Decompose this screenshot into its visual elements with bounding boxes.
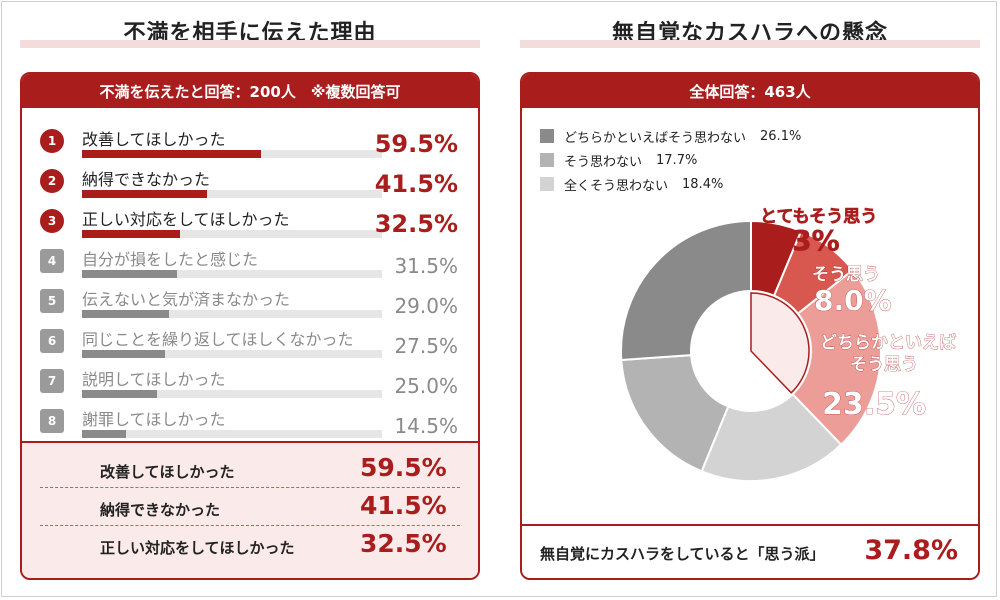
legend-value: 18.4% xyxy=(682,176,724,192)
bar-label: 説明してほしかった xyxy=(82,370,226,389)
summary-label: 納得できなかった xyxy=(100,501,221,519)
bar-track xyxy=(82,430,382,438)
legend-item: どちらかといえばそう思わない 26.1% xyxy=(540,126,801,146)
bar-track xyxy=(82,270,382,278)
donut-slice xyxy=(620,354,730,473)
slice-label: そう思う xyxy=(812,265,880,285)
summary-value: 59.5% xyxy=(360,453,447,482)
highlight-group-sector xyxy=(750,292,810,394)
bar-track xyxy=(82,350,382,358)
bar-fill xyxy=(82,310,169,318)
bar-fill xyxy=(82,430,126,438)
bar-label: 同じことを繰り返してほしくなかった xyxy=(82,330,354,349)
bar-track xyxy=(82,190,382,198)
summary-label: 改善してほしかった xyxy=(100,463,235,481)
legend-item: そう思わない 17.7% xyxy=(540,150,697,170)
donut-slice xyxy=(791,268,882,447)
legend-item: 全くそう思わない 18.4% xyxy=(540,174,723,194)
rank-badge: 3 xyxy=(40,209,64,233)
legend-label: そう思わない xyxy=(564,154,643,170)
slice-label: とてもそう思う xyxy=(760,207,877,227)
bar-label: 改善してほしかった xyxy=(82,130,226,149)
summary-row: 正しい対応をしてほしかった 32.5% xyxy=(40,527,460,563)
left-title-underline xyxy=(20,40,480,48)
rank-badge: 1 xyxy=(40,129,64,153)
rank-badge: 5 xyxy=(40,289,64,313)
bar-row: 6 同じことを繰り返してほしくなかった 27.5% xyxy=(22,324,478,364)
bar-track xyxy=(82,390,382,398)
slice-label: そう思う xyxy=(850,355,918,375)
rank-badge: 2 xyxy=(40,169,64,193)
reasons-header: 不満を伝えたと回答：200人 ※複数回答可 xyxy=(22,74,478,108)
bar-label: 正しい対応をしてほしかった xyxy=(82,210,290,229)
awareness-header: 全体回答：463人 xyxy=(522,74,978,108)
bar-label: 納得できなかった xyxy=(82,170,211,189)
reasons-summary: 改善してほしかった 59.5% 納得できなかった 41.5% 正しい対応をしてほ… xyxy=(22,441,478,578)
slice-label: どちらかといえば xyxy=(820,333,956,353)
right-title-underline xyxy=(520,40,980,48)
legend-swatch xyxy=(540,153,554,167)
summary-label: 無自覚にカスハラをしていると「思う派」 xyxy=(540,545,825,563)
donut-slice xyxy=(620,219,752,362)
bar-track xyxy=(82,230,382,238)
bar-label: 自分が損をしたと感じた xyxy=(82,250,259,269)
legend-swatch xyxy=(540,129,554,143)
rank-badge: 7 xyxy=(40,369,64,393)
bar-fill xyxy=(82,230,180,238)
awareness-summary: 無自覚にカスハラをしていると「思う派」 37.8% xyxy=(522,524,978,578)
bar-value-label: 25.0% xyxy=(394,374,458,398)
bar-row: 4 自分が損をしたと感じた 31.5% xyxy=(22,244,478,284)
legend-label: どちらかといえばそう思わない xyxy=(564,130,747,146)
slice-value-label: 8.0% xyxy=(814,284,892,317)
legend-value: 17.7% xyxy=(656,152,698,168)
summary-value: 37.8% xyxy=(864,535,958,566)
summary-label: 正しい対応をしてほしかった xyxy=(100,539,295,557)
bar-label: 謝罪してほしかった xyxy=(82,410,226,429)
slice-value-label: 23.5% xyxy=(822,387,926,422)
rank-badge: 8 xyxy=(40,409,64,433)
bar-fill xyxy=(82,390,157,398)
summary-row: 納得できなかった 41.5% xyxy=(40,489,460,526)
bar-row: 2 納得できなかった 41.5% xyxy=(22,164,478,204)
legend-swatch xyxy=(540,177,554,191)
summary-value: 32.5% xyxy=(360,529,447,558)
bar-fill xyxy=(82,350,165,358)
bar-row: 7 説明してほしかった 25.0% xyxy=(22,364,478,404)
bar-fill xyxy=(82,270,177,278)
bar-value-label: 31.5% xyxy=(394,254,458,278)
bar-fill xyxy=(82,190,207,198)
reasons-card: 不満を伝えたと回答：200人 ※複数回答可 1 改善してほしかった 59.5% 2 納得… xyxy=(20,72,480,580)
rank-badge: 6 xyxy=(40,329,64,353)
legend-label: 全くそう思わない xyxy=(564,178,669,194)
bar-value-label: 29.0% xyxy=(394,294,458,318)
bar-fill xyxy=(82,150,261,158)
bar-value-label: 41.5% xyxy=(374,170,458,198)
bar-row: 5 伝えないと気が済まなかった 29.0% xyxy=(22,284,478,324)
bar-value-label: 59.5% xyxy=(374,130,458,158)
bar-row: 1 改善してほしかった 59.5% xyxy=(22,124,478,164)
bar-value-label: 14.5% xyxy=(394,414,458,438)
bar-label: 伝えないと気が済まなかった xyxy=(82,290,291,309)
rank-badge: 4 xyxy=(40,249,64,273)
summary-row: 改善してほしかった 59.5% xyxy=(40,451,460,488)
bar-track xyxy=(82,150,382,158)
donut-slice xyxy=(700,392,843,482)
summary-value: 41.5% xyxy=(360,491,447,520)
slice-value-label: 6.3% xyxy=(762,224,840,257)
bar-row: 8 謝罪してほしかった 14.5% xyxy=(22,404,478,444)
legend-value: 26.1% xyxy=(760,128,802,144)
bar-track xyxy=(82,310,382,318)
awareness-card: 全体回答：463人 どちらかといえばそう思わない 26.1% そう思わない 17… xyxy=(520,72,980,580)
bar-value-label: 27.5% xyxy=(394,334,458,358)
bar-value-label: 32.5% xyxy=(374,210,458,238)
bar-row: 3 正しい対応をしてほしかった 32.5% xyxy=(22,204,478,244)
